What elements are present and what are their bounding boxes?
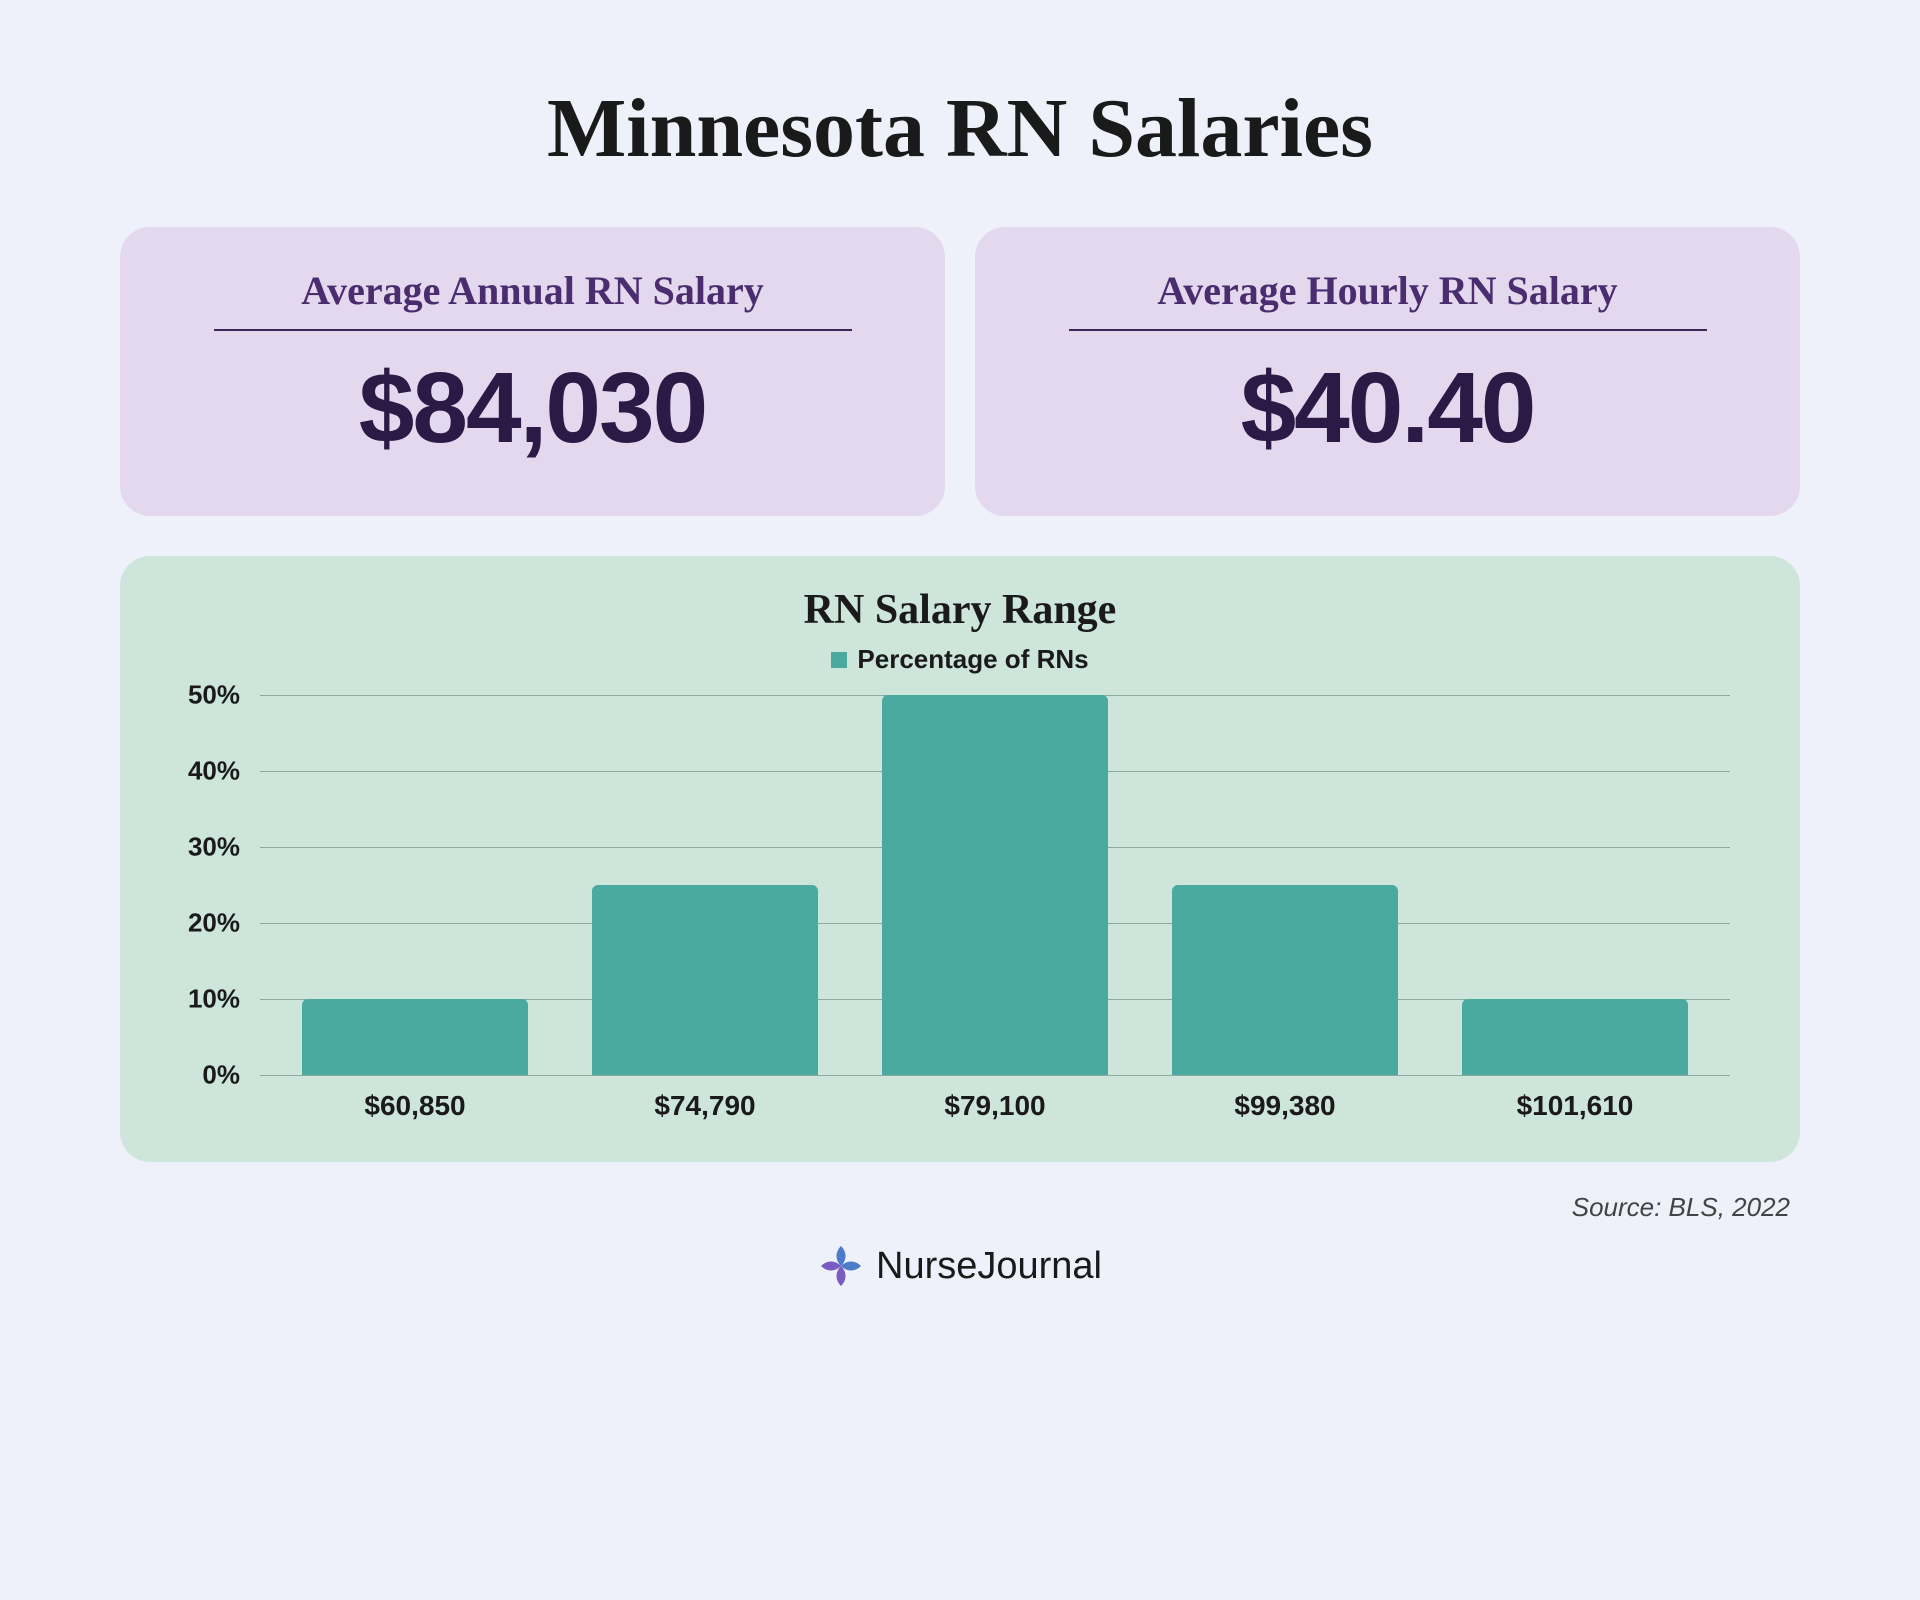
stat-card-hourly: Average Hourly RN Salary $40.40 — [975, 227, 1800, 516]
bar — [302, 999, 528, 1075]
page-title: Minnesota RN Salaries — [547, 80, 1373, 177]
chart-plot-area: 0%10%20%30%40%50% — [260, 695, 1730, 1075]
legend-text: Percentage of RNs — [857, 644, 1088, 675]
y-tick-label: 20% — [188, 908, 240, 939]
bar — [592, 885, 818, 1075]
x-tick-label: $60,850 — [270, 1090, 560, 1122]
source-text: Source: BLS, 2022 — [120, 1192, 1800, 1223]
bars-container — [260, 695, 1730, 1075]
x-tick-label: $99,380 — [1140, 1090, 1430, 1122]
stats-row: Average Annual RN Salary $84,030 Average… — [120, 227, 1800, 516]
stat-label: Average Hourly RN Salary — [1069, 267, 1707, 331]
bar-wrap — [850, 695, 1140, 1075]
stat-value: $84,030 — [170, 351, 895, 466]
stat-label: Average Annual RN Salary — [214, 267, 852, 331]
y-tick-label: 30% — [188, 832, 240, 863]
bar-wrap — [1140, 695, 1430, 1075]
x-tick-label: $101,610 — [1430, 1090, 1720, 1122]
bar — [882, 695, 1108, 1075]
legend-swatch-icon — [831, 652, 847, 668]
bar — [1462, 999, 1688, 1075]
brand-name: NurseJournal — [876, 1245, 1102, 1288]
bar-wrap — [270, 695, 560, 1075]
y-tick-label: 10% — [188, 984, 240, 1015]
y-tick-label: 0% — [202, 1060, 240, 1091]
x-tick-label: $79,100 — [850, 1090, 1140, 1122]
chart-card: RN Salary Range Percentage of RNs 0%10%2… — [120, 556, 1800, 1162]
y-axis: 0%10%20%30%40%50% — [170, 695, 250, 1075]
chart-title: RN Salary Range — [170, 586, 1750, 634]
brand-logo-icon — [818, 1243, 864, 1289]
x-axis-labels: $60,850$74,790$79,100$99,380$101,610 — [260, 1090, 1730, 1122]
bar — [1172, 885, 1398, 1075]
grid-line — [260, 1075, 1730, 1076]
y-tick-label: 50% — [188, 680, 240, 711]
stat-value: $40.40 — [1025, 351, 1750, 466]
brand: NurseJournal — [818, 1243, 1102, 1289]
bar-wrap — [560, 695, 850, 1075]
chart-legend: Percentage of RNs — [170, 644, 1750, 675]
stat-card-annual: Average Annual RN Salary $84,030 — [120, 227, 945, 516]
bar-wrap — [1430, 695, 1720, 1075]
x-tick-label: $74,790 — [560, 1090, 850, 1122]
y-tick-label: 40% — [188, 756, 240, 787]
